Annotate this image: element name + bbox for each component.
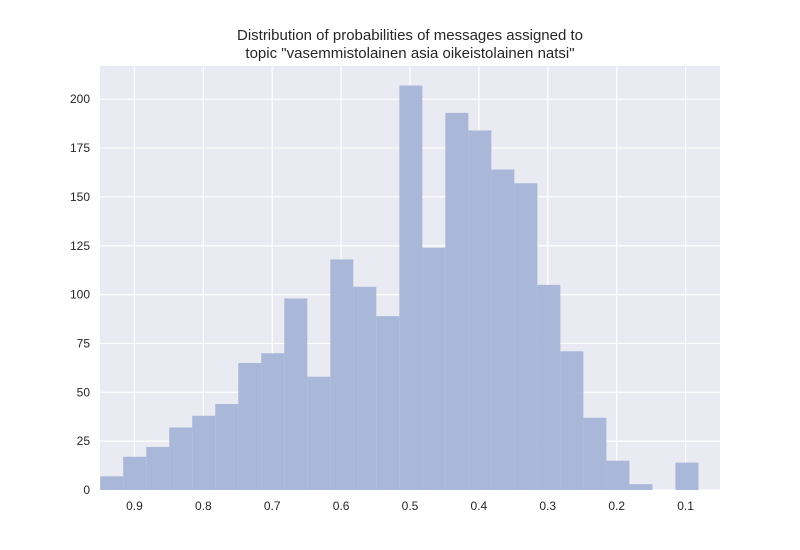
histogram-bar	[353, 286, 377, 490]
histogram-bar	[629, 484, 653, 490]
y-tick-label: 175	[70, 141, 90, 155]
histogram-bar	[675, 462, 699, 490]
x-tick-label: 0.9	[126, 499, 143, 513]
histogram-bar	[422, 247, 446, 490]
histogram-bar	[330, 259, 354, 490]
histogram-bar	[514, 183, 538, 490]
x-tick-label: 0.2	[608, 499, 625, 513]
histogram-bar	[192, 415, 216, 490]
histogram-bar	[100, 476, 124, 490]
histogram-bar	[445, 112, 469, 490]
chart-title-line-2: topic "vasemmistolainen asia oikeistolai…	[245, 45, 574, 62]
x-tick-label: 0.5	[402, 499, 419, 513]
histogram-bar	[169, 427, 193, 490]
histogram-bar	[284, 298, 308, 490]
histogram-bar	[583, 417, 607, 490]
x-tick-label: 0.8	[195, 499, 212, 513]
histogram-bar	[491, 169, 515, 490]
y-tick-label: 150	[70, 190, 90, 204]
histogram-bar	[146, 447, 170, 490]
histogram-bars	[100, 85, 699, 491]
y-tick-label: 125	[70, 239, 90, 253]
histogram-bar	[307, 376, 331, 490]
y-tick-label: 25	[77, 434, 91, 448]
histogram-bar	[560, 351, 584, 490]
histogram-bar	[238, 362, 262, 490]
x-tick-label: 0.7	[264, 499, 281, 513]
y-tick-label: 200	[70, 92, 90, 106]
y-tick-label: 75	[77, 336, 91, 350]
histogram-bar	[468, 130, 492, 491]
histogram-bar	[376, 316, 400, 490]
histogram-bar	[215, 404, 239, 490]
histogram-bar	[537, 284, 561, 490]
y-tick-label: 50	[77, 385, 91, 399]
histogram-bar	[606, 460, 630, 490]
histogram-bar	[399, 85, 423, 490]
chart-title-line-1: Distribution of probabilities of message…	[237, 27, 583, 44]
x-tick-label: 0.3	[539, 499, 556, 513]
y-tick-label: 100	[70, 288, 90, 302]
x-tick-label: 0.1	[677, 499, 694, 513]
x-tick-label: 0.4	[471, 499, 488, 513]
x-tick-label: 0.6	[333, 499, 350, 513]
axis-ticks: 0 25 50 75 100 125 150 175 200 0.9 0.8 0.7 0.6 0.5 0.4…	[70, 92, 694, 513]
histogram-bar	[123, 456, 147, 490]
y-tick-label: 0	[83, 483, 90, 497]
histogram-bar	[261, 353, 285, 490]
